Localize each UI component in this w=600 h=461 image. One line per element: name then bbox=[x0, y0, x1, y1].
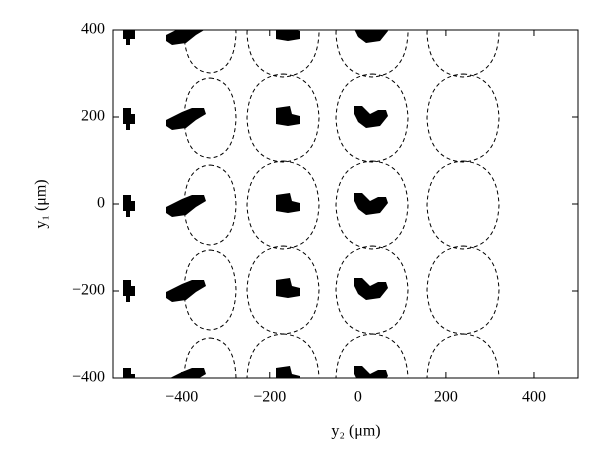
blob bbox=[123, 280, 135, 302]
y-tick-label: −400 bbox=[72, 369, 105, 386]
contour bbox=[426, 30, 500, 78]
blob bbox=[166, 108, 206, 130]
y-axis-label: y₁ (μm) bbox=[33, 179, 50, 228]
blob bbox=[276, 366, 300, 378]
blob bbox=[166, 280, 206, 302]
blob bbox=[166, 30, 205, 45]
plot-area bbox=[123, 30, 500, 378]
x-tick-label: −400 bbox=[165, 389, 198, 406]
blob bbox=[276, 30, 300, 41]
y-tick-label: −200 bbox=[72, 282, 105, 299]
contour bbox=[335, 333, 409, 378]
x-tick-label: 400 bbox=[522, 389, 546, 406]
contour bbox=[246, 30, 320, 78]
contour bbox=[426, 245, 500, 335]
contour bbox=[183, 30, 237, 74]
contour bbox=[183, 164, 237, 246]
blob bbox=[354, 366, 388, 378]
contour bbox=[335, 160, 409, 250]
y-tick-label: 400 bbox=[81, 21, 105, 38]
contour bbox=[246, 73, 320, 163]
blob bbox=[276, 278, 300, 298]
contour bbox=[246, 160, 320, 250]
blob bbox=[276, 106, 300, 126]
blob bbox=[354, 193, 388, 215]
blob bbox=[170, 368, 206, 378]
x-tick-label: −200 bbox=[253, 389, 286, 406]
blob bbox=[123, 368, 135, 378]
y-tick-label: 0 bbox=[97, 195, 105, 212]
blob bbox=[166, 195, 206, 217]
blob bbox=[123, 108, 135, 130]
contour bbox=[246, 333, 320, 378]
blob bbox=[354, 278, 388, 300]
contour bbox=[426, 160, 500, 250]
x-tick-label: 0 bbox=[354, 389, 362, 406]
blob bbox=[354, 106, 388, 128]
y-tick-label: 200 bbox=[81, 108, 105, 125]
contour bbox=[426, 333, 500, 378]
contour bbox=[183, 249, 237, 331]
blob bbox=[276, 193, 300, 213]
contour bbox=[183, 77, 237, 159]
contour bbox=[335, 73, 409, 163]
contour bbox=[426, 73, 500, 163]
contour bbox=[335, 30, 409, 78]
blob bbox=[354, 30, 388, 43]
x-axis-label: y₂ (μm) bbox=[331, 423, 380, 440]
blob bbox=[123, 195, 135, 217]
x-tick-label: 200 bbox=[434, 389, 458, 406]
contour bbox=[183, 337, 237, 378]
blob bbox=[123, 30, 135, 45]
